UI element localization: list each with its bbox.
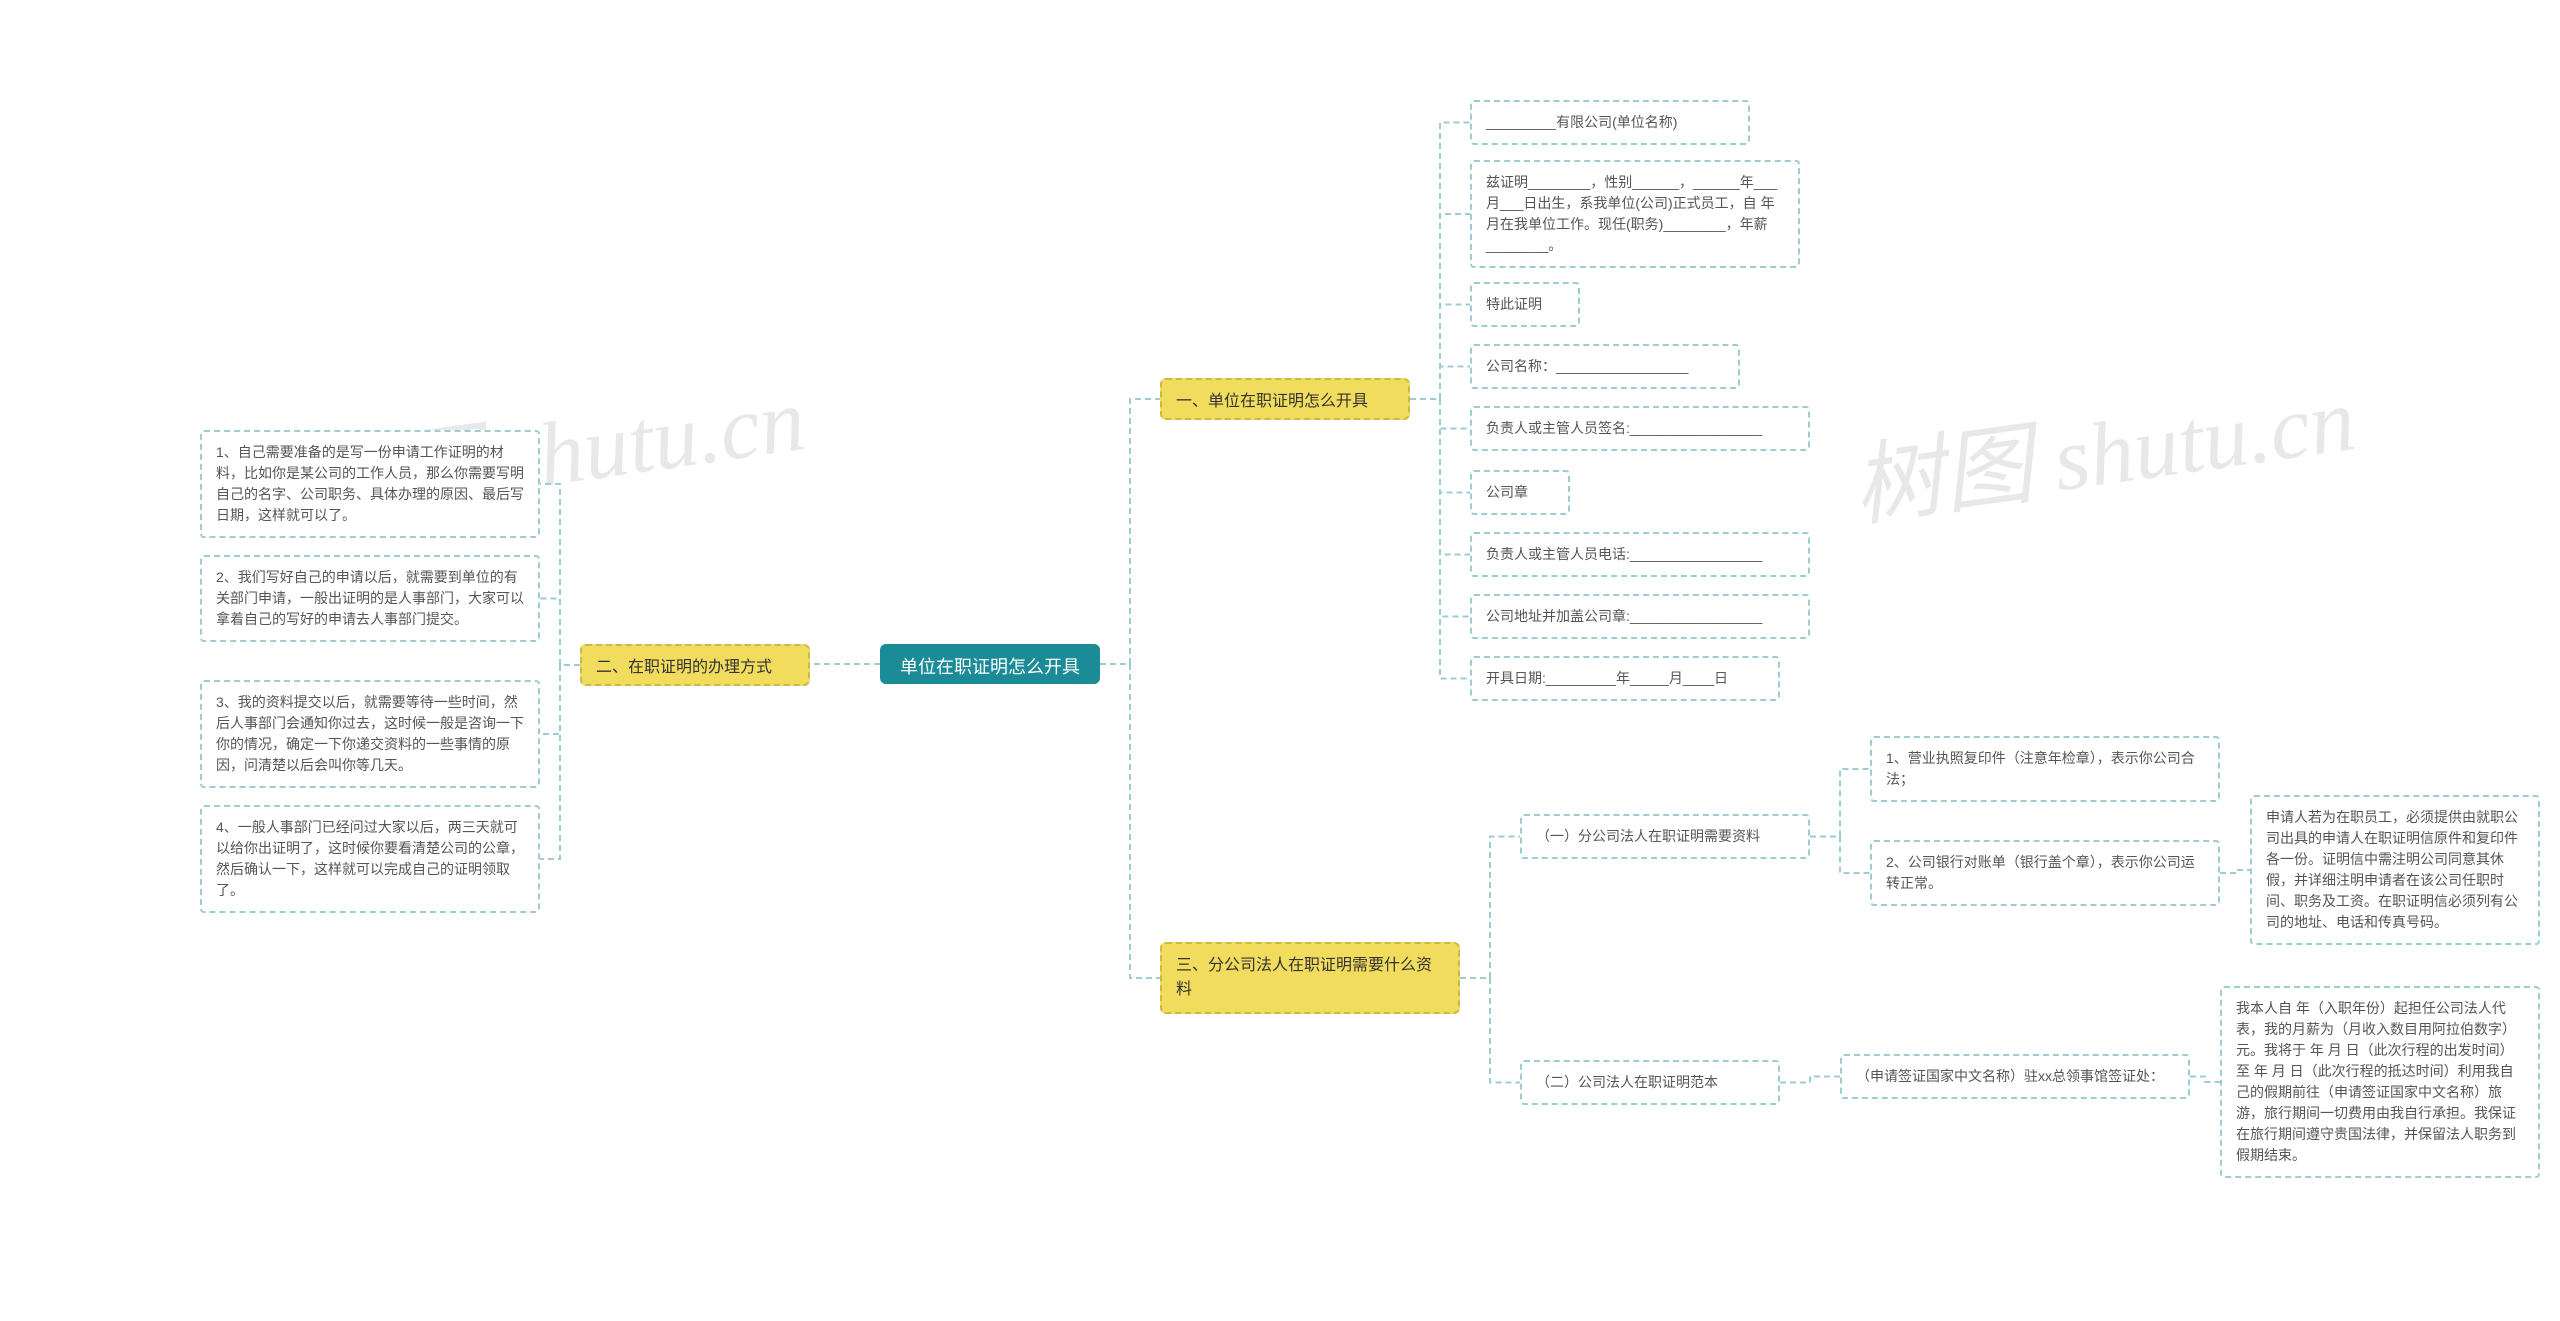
root-node: 单位在职证明怎么开具 xyxy=(880,644,1100,684)
b2-leaf-4: 4、一般人事部门已经问过大家以后，两三天就可以给你出证明了，这时候你要看清楚公司… xyxy=(200,805,540,913)
b3-sub-1: （一）分公司法人在职证明需要资料 xyxy=(1520,814,1810,859)
b1-leaf-3: 特此证明 xyxy=(1470,282,1580,327)
watermark-2: 树图 shutu.cn xyxy=(1843,345,2361,544)
b2-leaf-2: 2、我们写好自己的申请以后，就需要到单位的有关部门申请，一般出证明的是人事部门，… xyxy=(200,555,540,642)
b3-sub-2: （二）公司法人在职证明范本 xyxy=(1520,1060,1780,1105)
b3-sub-1-leaf-1: 1、营业执照复印件（注意年检章），表示你公司合法； xyxy=(1870,736,2220,802)
b1-leaf-5: 负责人或主管人员签名:_________________ xyxy=(1470,406,1810,451)
b3-sub-1-leaf-2: 2、公司银行对账单（银行盖个章），表示你公司运转正常。 xyxy=(1870,840,2220,906)
b3-sub-2-leaf-1-sub: 我本人自 年（入职年份）起担任公司法人代表，我的月薪为（月收入数目用阿拉伯数字）… xyxy=(2220,986,2540,1178)
connectors xyxy=(0,0,2560,1321)
b3-sub-2-leaf-1: （申请签证国家中文名称）驻xx总领事馆签证处： xyxy=(1840,1054,2190,1099)
branch-2: 二、在职证明的办理方式 xyxy=(580,644,810,686)
b2-leaf-3: 3、我的资料提交以后，就需要等待一些时间，然后人事部门会通知你过去，这时候一般是… xyxy=(200,680,540,788)
b1-leaf-4: 公司名称：_________________ xyxy=(1470,344,1740,389)
b2-leaf-1: 1、自己需要准备的是写一份申请工作证明的材料，比如你是某公司的工作人员，那么你需… xyxy=(200,430,540,538)
b1-leaf-6: 公司章 xyxy=(1470,470,1570,515)
b1-leaf-8: 公司地址并加盖公司章:_________________ xyxy=(1470,594,1810,639)
b1-leaf-9: 开具日期:_________年_____月____日 xyxy=(1470,656,1780,701)
b1-leaf-1: _________有限公司(单位名称) xyxy=(1470,100,1750,145)
b1-leaf-2: 兹证明________，性别______，______年___月___日出生，系… xyxy=(1470,160,1800,268)
b1-leaf-7: 负责人或主管人员电话:_________________ xyxy=(1470,532,1810,577)
mindmap-canvas: 树图 shutu.cn 树图 shutu.cn 单位在职证明怎么开具 一、单位在… xyxy=(0,0,2560,1321)
b3-sub-1-leaf-2-sub: 申请人若为在职员工，必须提供由就职公司出具的申请人在职证明信原件和复印件各一份。… xyxy=(2250,795,2540,945)
branch-1: 一、单位在职证明怎么开具 xyxy=(1160,378,1410,420)
branch-3: 三、分公司法人在职证明需要什么资料 xyxy=(1160,942,1460,1014)
